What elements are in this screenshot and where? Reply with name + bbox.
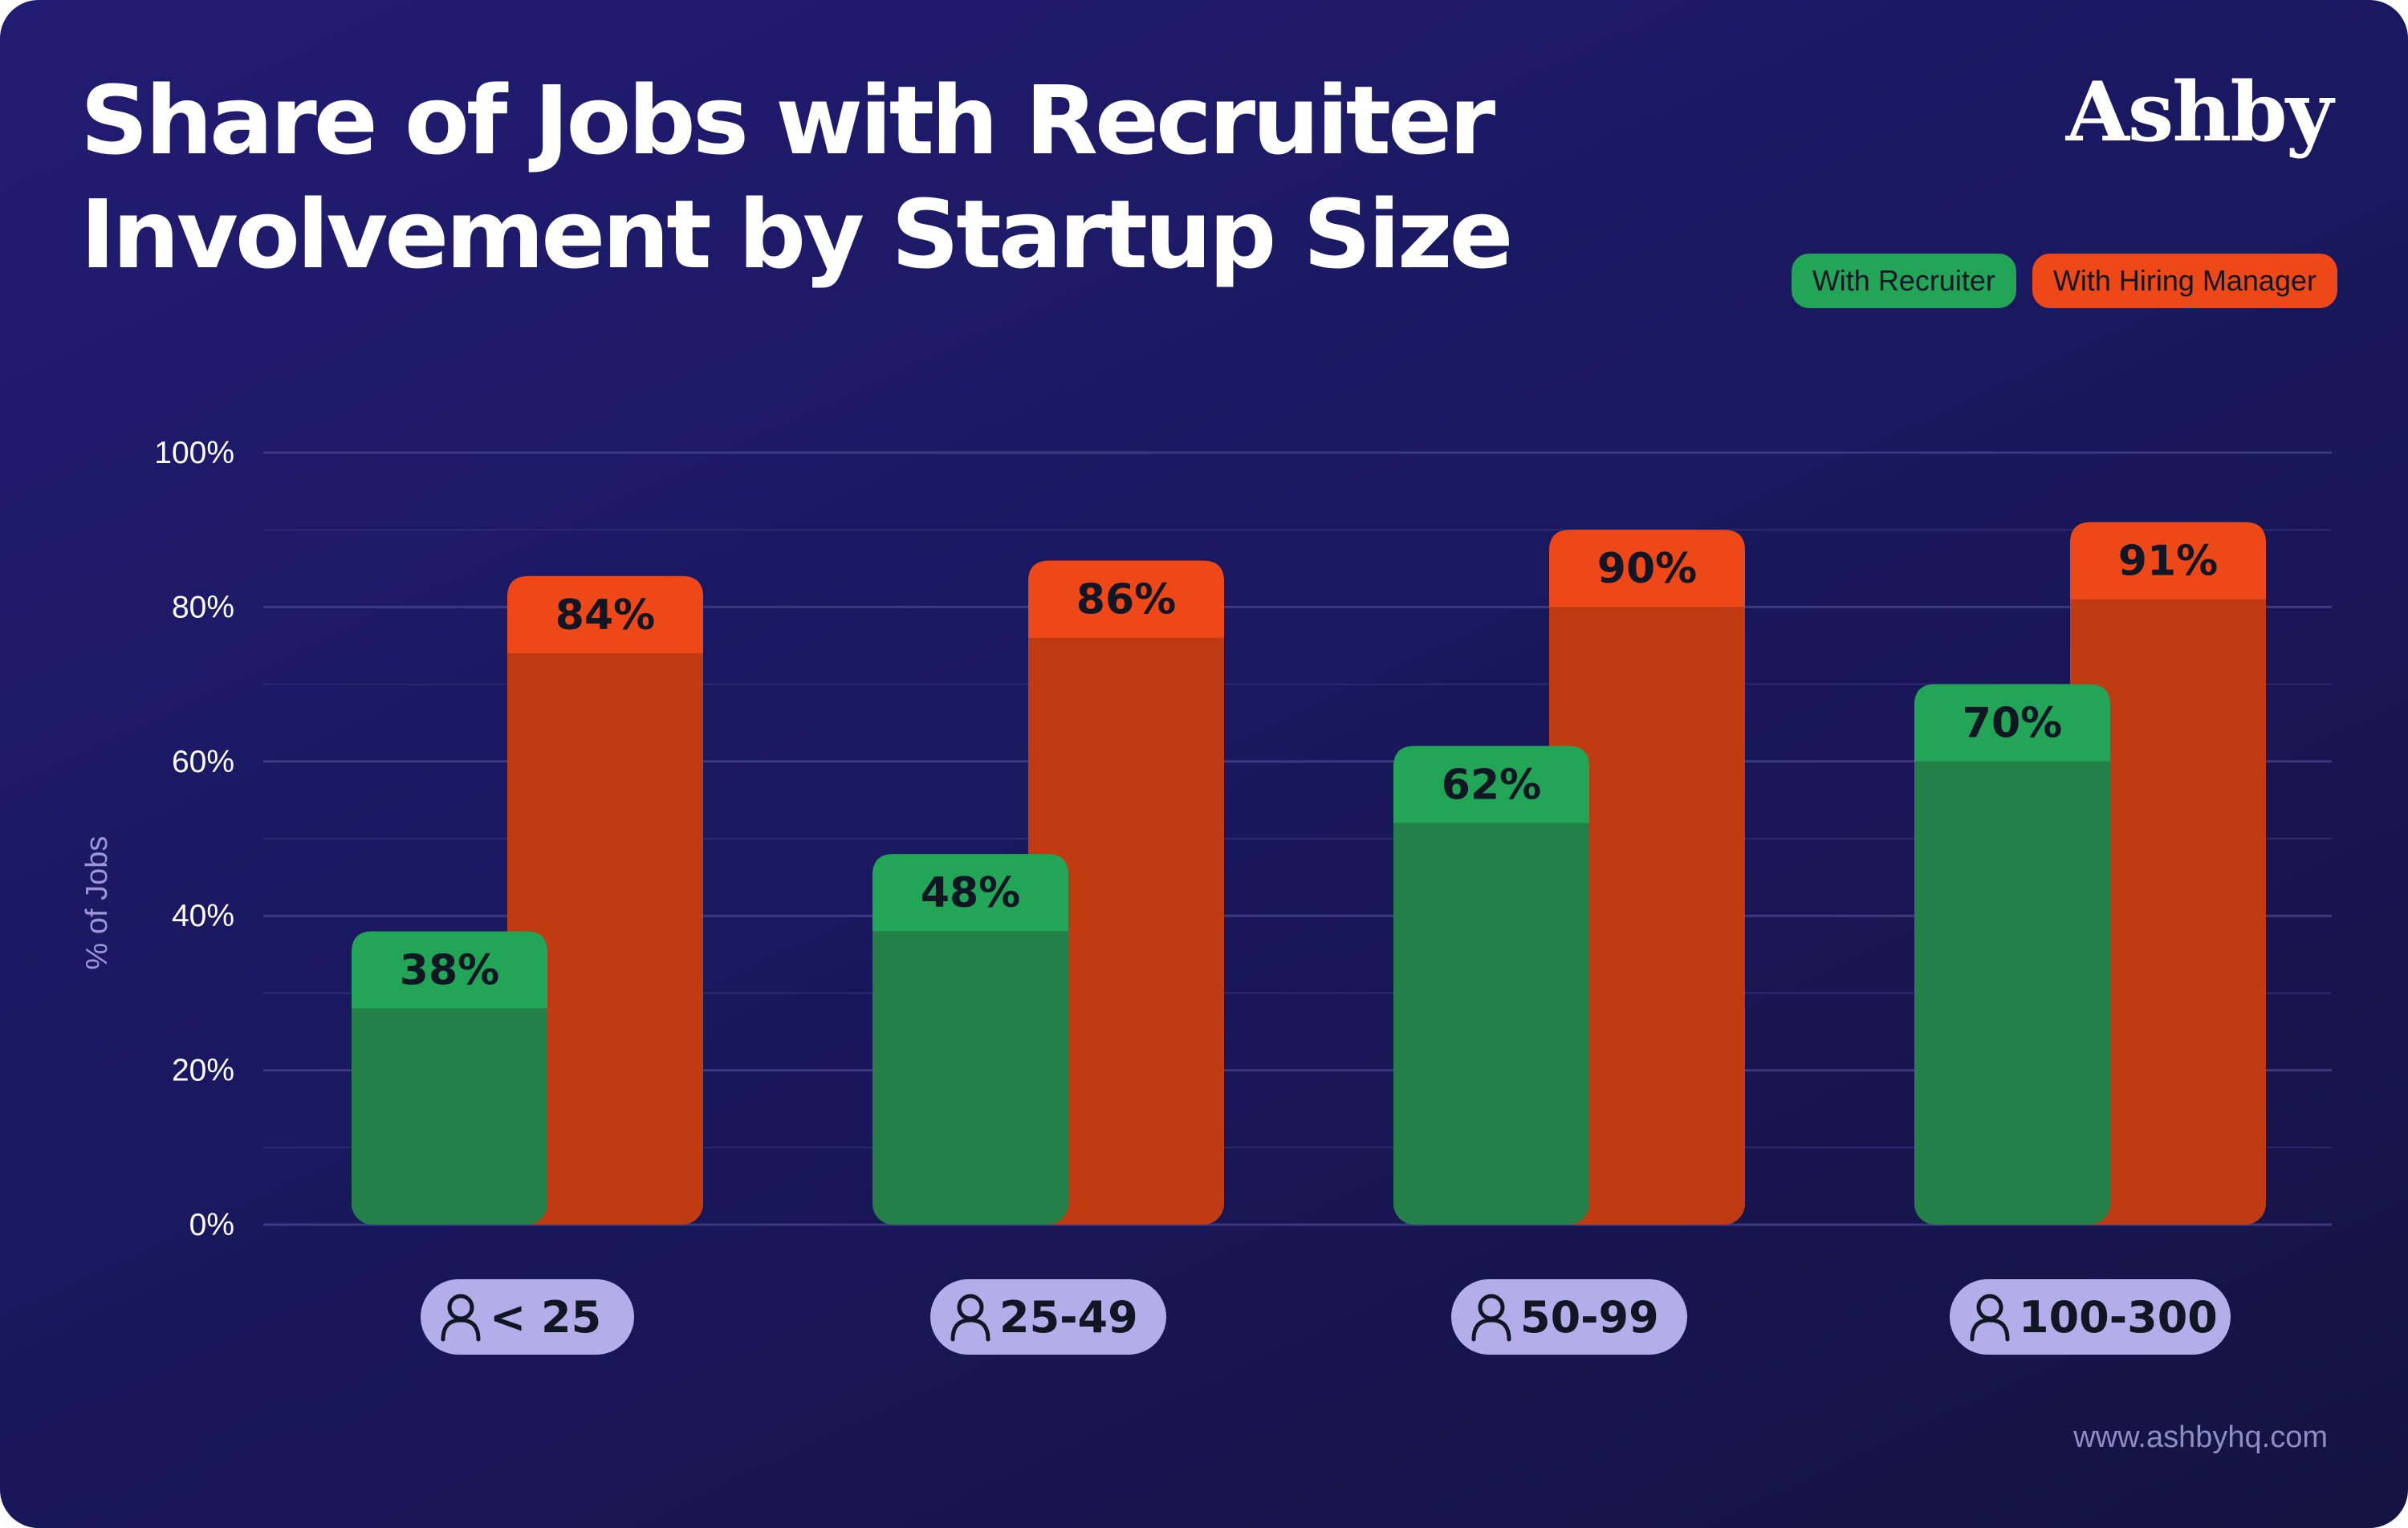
person-icon: [1970, 1294, 2010, 1342]
chart-title-line-2: Involvement by Startup Size: [80, 178, 1514, 290]
chart-title-line-1: Share of Jobs with Recruiter: [80, 65, 1495, 176]
person-icon: [950, 1294, 990, 1342]
bar-value-label-hiring-manager: 84%: [555, 591, 655, 640]
chart-legend: With Recruiter With Hiring Manager: [1791, 254, 2337, 308]
y-tick-label: 20%: [172, 1054, 234, 1088]
person-icon: [441, 1294, 481, 1342]
person-icon-body: [1471, 1318, 1511, 1342]
y-tick-label: 0%: [189, 1208, 234, 1242]
bar-label-cap-hiring-manager: [1028, 560, 1224, 638]
category-label: 25-49: [999, 1292, 1138, 1343]
category-pill: [1950, 1279, 2231, 1355]
bar-hiring-manager: [1028, 560, 1224, 1225]
bar-label-cap-recruiter: [1393, 746, 1589, 823]
website-url: www.ashbyhq.com: [2073, 1420, 2328, 1454]
y-tick-label: 40%: [172, 899, 234, 933]
bar-value-label-hiring-manager: 86%: [1076, 576, 1176, 624]
bar-label-cap-hiring-manager: [1549, 530, 1745, 608]
bar-label-cap-recruiter: [352, 931, 547, 1009]
bar-hiring-manager: [2070, 522, 2266, 1225]
bar-label-cap-recruiter: [1914, 684, 2110, 762]
bar-hiring-manager: [1549, 530, 1745, 1225]
bar-recruiter: [1914, 684, 2110, 1225]
ashby-logo: Ashby: [2065, 64, 2333, 161]
person-icon-body: [950, 1318, 990, 1342]
person-icon-body: [1970, 1318, 2010, 1342]
bar-label-cap-recruiter: [872, 854, 1068, 932]
legend-item-recruiter: With Recruiter: [1791, 254, 2016, 308]
person-icon: [1471, 1294, 1511, 1342]
y-tick-label: 60%: [172, 745, 234, 779]
bar-recruiter: [872, 854, 1068, 1225]
bar-value-label-recruiter: 38%: [400, 946, 499, 994]
legend-item-hiring-manager: With Hiring Manager: [2032, 254, 2337, 308]
y-axis-title: % of Jobs: [80, 836, 114, 970]
category-pill: [421, 1279, 634, 1355]
bar-label-cap-hiring-manager: [2070, 522, 2266, 599]
bar-label-cap-hiring-manager: [507, 575, 703, 653]
category-label: 100-300: [2019, 1292, 2218, 1343]
bar-hiring-manager: [507, 575, 703, 1225]
bar-value-label-recruiter: 48%: [921, 869, 1020, 917]
y-tick-label: 80%: [172, 590, 234, 624]
bar-value-label-hiring-manager: 91%: [2118, 538, 2218, 586]
bar-value-label-recruiter: 70%: [1963, 700, 2062, 748]
person-icon-body: [441, 1318, 481, 1342]
y-tick-label: 100%: [154, 436, 234, 470]
bar-value-label-recruiter: 62%: [1442, 762, 1541, 810]
bar-value-label-hiring-manager: 90%: [1597, 545, 1697, 593]
category-label: < 25: [490, 1292, 601, 1343]
category-label: 50-99: [1520, 1292, 1659, 1343]
bar-recruiter: [1393, 746, 1589, 1225]
chart-title: Share of Jobs with Recruiter Involvement…: [80, 64, 1605, 291]
